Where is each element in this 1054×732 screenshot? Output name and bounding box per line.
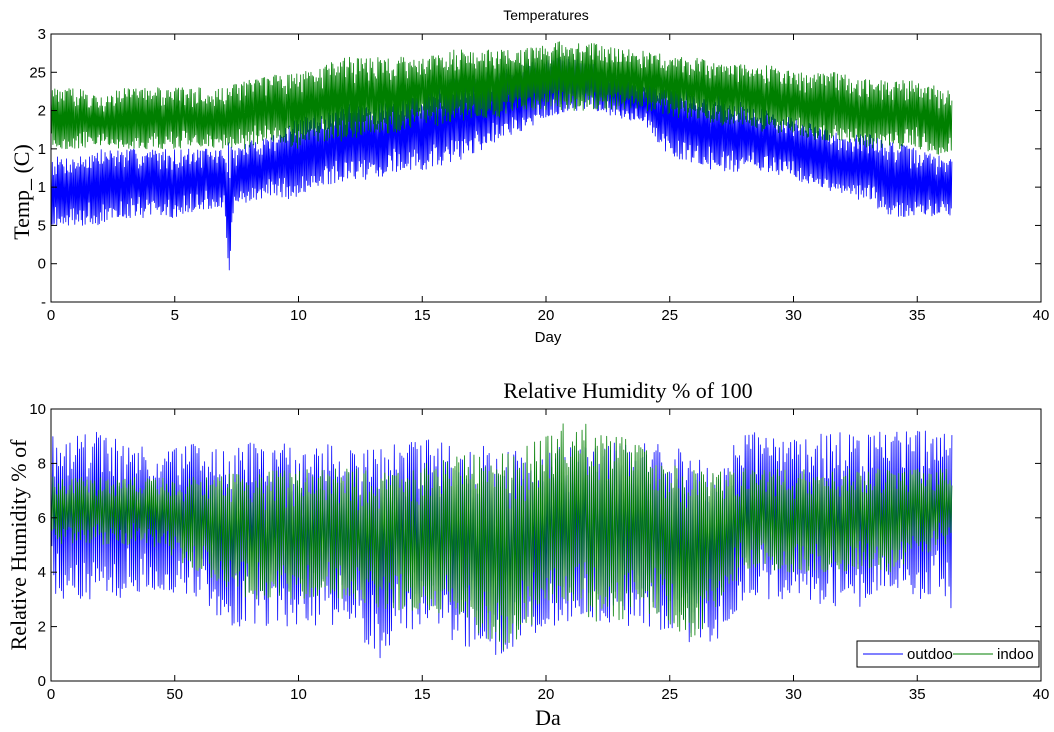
x-tick-label: 10: [290, 686, 307, 703]
x-tick-label: 40: [1033, 307, 1050, 324]
humidity-chart: Relative Humidity % of 100 0 50 10 15 20 25 30…: [6, 378, 1049, 730]
y-tick-label: 0: [38, 256, 46, 273]
legend-label: indoo: [997, 646, 1034, 663]
chart-title: Temperatures: [503, 7, 589, 23]
y-tick-label: 1: [38, 141, 46, 158]
x-axis-label: Da: [535, 705, 561, 730]
x-tick-label: 25: [661, 307, 678, 324]
x-tick-label: 10: [290, 307, 307, 324]
legend-label: outdoo: [907, 646, 953, 663]
x-tick-label: 20: [538, 686, 555, 703]
y-axis-label: Relative Humidity % of: [6, 439, 31, 650]
y-tick-label: 2: [38, 103, 46, 120]
y-tick-label: 5: [38, 217, 46, 234]
y-tick-label: 2: [38, 619, 46, 636]
y-axis-label: Temp_ (C): [9, 144, 34, 240]
x-tick-label: 0: [47, 307, 55, 324]
series-line-2: [50, 423, 953, 651]
y-tick-label: 10: [29, 401, 46, 418]
y-tick-label: -: [41, 294, 46, 311]
series-line-2: [50, 41, 953, 155]
y-tick-label: 1: [38, 179, 46, 196]
chart-title: Relative Humidity % of 100: [503, 378, 752, 403]
x-axis-label: Day: [535, 329, 562, 346]
ticks-layer: 0 50 10 15 20 25 30 35 40 0 2 4 6 8 10: [29, 401, 1049, 703]
x-tick-label: 0: [47, 686, 55, 703]
x-tick-label: 35: [909, 307, 926, 324]
x-tick-label: 25: [661, 686, 678, 703]
y-tick-label: 4: [38, 564, 46, 581]
y-tick-label: 8: [38, 455, 46, 472]
legend: outdoo indoo: [856, 640, 1040, 668]
series-layer: [50, 423, 953, 659]
x-tick-label: 15: [414, 686, 431, 703]
y-tick-label: 0: [38, 673, 46, 690]
y-tick-label: 25: [29, 64, 46, 81]
y-tick-label: 3: [38, 26, 46, 43]
y-tick-label: 6: [38, 510, 46, 527]
x-tick-label: 5: [171, 307, 179, 324]
x-tick-label: 40: [1033, 686, 1050, 703]
x-tick-label: 30: [785, 686, 802, 703]
x-tick-label: 35: [909, 686, 926, 703]
x-tick-label: 15: [414, 307, 431, 324]
x-tick-label: 50: [166, 686, 183, 703]
x-tick-label: 30: [785, 307, 802, 324]
series-layer: [50, 41, 953, 271]
x-tick-label: 20: [538, 307, 555, 324]
